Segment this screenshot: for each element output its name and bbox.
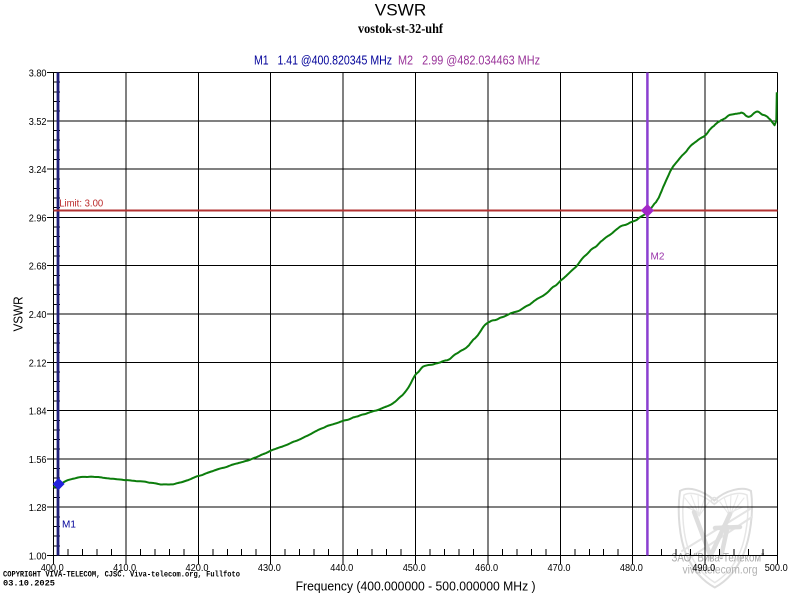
svg-text:M2 2.99 @482.034463 MHz: M2 2.99 @482.034463 MHz	[398, 53, 540, 68]
svg-text:500.0: 500.0	[765, 562, 788, 574]
svg-text:vostok-st-32-uhf: vostok-st-32-uhf	[358, 21, 443, 36]
svg-text:2.40: 2.40	[29, 310, 47, 321]
svg-text:viva-telecom.org: viva-telecom.org	[683, 563, 758, 577]
svg-text:VSWR: VSWR	[11, 297, 26, 332]
svg-text:1.00: 1.00	[29, 552, 47, 563]
svg-text:M2: M2	[651, 252, 665, 263]
svg-text:1.28: 1.28	[29, 503, 47, 514]
svg-text:480.0: 480.0	[620, 562, 643, 574]
svg-text:M1 1.41 @400.820345 MHz: M1 1.41 @400.820345 MHz	[254, 53, 392, 68]
svg-text:Limit: 3.00: Limit: 3.00	[59, 199, 103, 210]
svg-text:490.0: 490.0	[692, 562, 715, 574]
svg-text:410.0: 410.0	[113, 562, 136, 574]
svg-text:3.24: 3.24	[29, 165, 47, 176]
svg-text:COPYRIGHT VIVA-TELECOM, CJSC.: COPYRIGHT VIVA-TELECOM, CJSC. Viva-telec…	[3, 570, 240, 579]
svg-text:430.0: 430.0	[258, 562, 281, 574]
svg-text:Frequency (400.000000 - 500.00: Frequency (400.000000 - 500.000000 MHz )	[296, 579, 536, 594]
svg-text:03.10.2025: 03.10.2025	[3, 580, 55, 589]
svg-text:470.0: 470.0	[548, 562, 571, 574]
svg-text:420.0: 420.0	[186, 562, 209, 574]
svg-text:ЗАО "Вива-Телеком": ЗАО "Вива-Телеком"	[672, 551, 765, 565]
svg-text:M1: M1	[62, 520, 76, 531]
svg-text:2.12: 2.12	[29, 358, 47, 369]
svg-text:2.96: 2.96	[29, 213, 47, 224]
svg-text:3.52: 3.52	[29, 117, 47, 128]
svg-text:440.0: 440.0	[330, 562, 353, 574]
svg-text:1.56: 1.56	[29, 455, 47, 466]
svg-text:2.68: 2.68	[29, 262, 47, 273]
svg-text:450.0: 450.0	[403, 562, 426, 574]
svg-text:3.80: 3.80	[29, 69, 47, 80]
svg-text:1.84: 1.84	[29, 407, 47, 418]
svg-text:400.0: 400.0	[41, 562, 64, 574]
svg-text:VSWR: VSWR	[375, 1, 427, 20]
svg-text:460.0: 460.0	[475, 562, 498, 574]
